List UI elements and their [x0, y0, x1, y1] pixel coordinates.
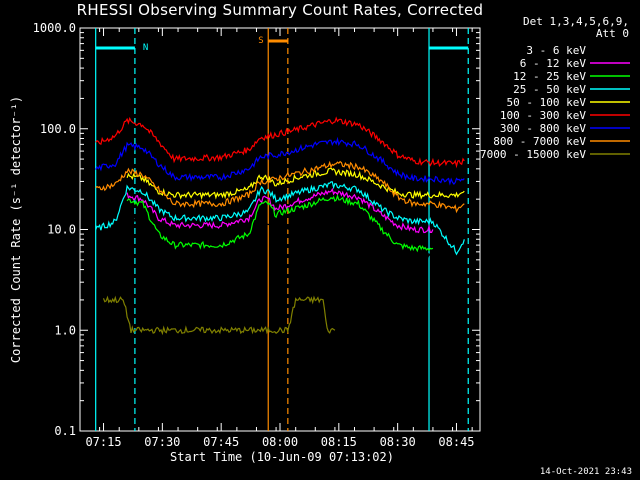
legend-label: 50 - 100 keV: [507, 96, 587, 109]
legend-label: 25 - 50 keV: [513, 83, 586, 96]
interval-label: N: [143, 43, 148, 53]
series-line-12to25keV: [126, 194, 434, 253]
y-axis-label: Corrected Count Rate (s⁻¹ detector⁻¹): [9, 96, 23, 363]
y-tick-label: 0.1: [54, 424, 76, 438]
legend-header: Att 0: [596, 27, 629, 40]
series-line-100to300keV: [95, 116, 465, 169]
series-line-25to50keV: [95, 181, 465, 256]
y-tick-label: 100.0: [40, 122, 76, 136]
legend-label: 12 - 25 keV: [513, 70, 586, 83]
interval-label: S: [258, 36, 263, 46]
series-line-3to6keV: [127, 209, 434, 260]
legend-label: 100 - 300 keV: [500, 109, 586, 122]
y-tick-label: 1000.0: [33, 21, 76, 35]
series-line-300to800keV: [95, 136, 465, 186]
x-tick-label: 08:00: [262, 435, 298, 449]
x-tick-label: 07:30: [144, 435, 180, 449]
generated-timestamp: 14-Oct-2021 23:43: [539, 467, 632, 477]
legend-label: 800 - 7000 keV: [493, 135, 586, 148]
x-tick-label: 08:30: [380, 435, 416, 449]
x-tick-label: 07:15: [85, 435, 121, 449]
series-line-6to12keV: [126, 187, 434, 234]
series-line-7000to15000keV: [102, 295, 336, 336]
x-tick-label: 07:45: [203, 435, 239, 449]
x-axis-label: Start Time (10-Jun-09 07:13:02): [170, 450, 394, 464]
series-line-800to7000keV: [95, 160, 465, 214]
legend-label: 300 - 800 keV: [500, 122, 586, 135]
y-tick-label: 1.0: [54, 323, 76, 337]
y-tick-label: 10.0: [47, 223, 76, 237]
series-line-50to100keV: [126, 167, 465, 201]
x-tick-label: 08:45: [438, 435, 474, 449]
legend-label: 3 - 6 keV: [526, 44, 586, 57]
legend-label: 7000 - 15000 keV: [480, 148, 586, 161]
chart-title: RHESSI Observing Summary Count Rates, Co…: [76, 1, 484, 19]
x-tick-label: 08:15: [321, 435, 357, 449]
legend-header: Det 1,3,4,5,6,9,: [523, 15, 629, 28]
legend-label: 6 - 12 keV: [520, 57, 587, 70]
